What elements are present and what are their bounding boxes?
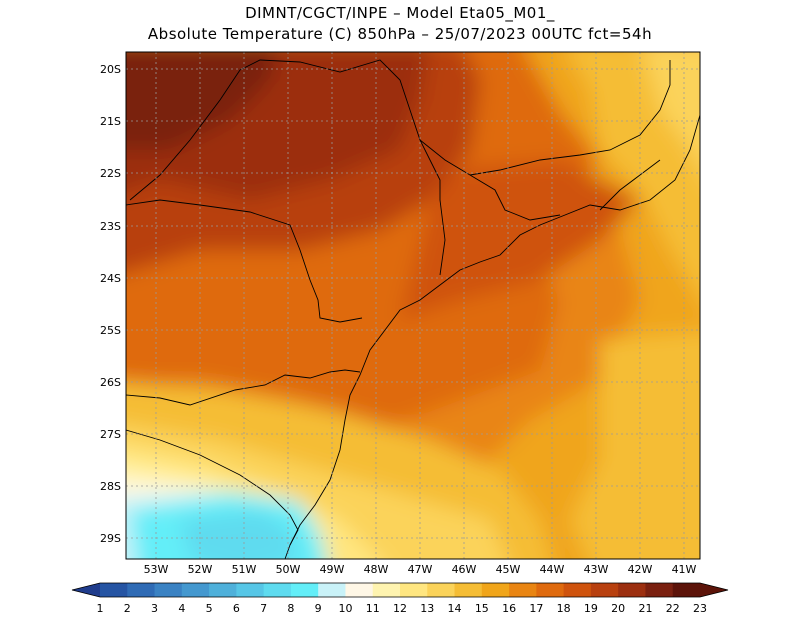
colorbar-swatch: [536, 583, 565, 597]
colorbar-swatch: [590, 583, 619, 597]
lon-label: 50W: [276, 563, 301, 576]
lon-label: 51W: [232, 563, 257, 576]
lon-label: 43W: [584, 563, 609, 576]
colorbar-label: 2: [124, 602, 131, 615]
colorbar-label: 8: [287, 602, 294, 615]
colorbar-swatch: [400, 583, 428, 597]
lon-label: 52W: [188, 563, 213, 576]
lat-label: 21S: [100, 115, 121, 128]
lon-label: 46W: [452, 563, 477, 576]
colorbar-left-arrow: [72, 583, 100, 597]
colorbar-swatch: [509, 583, 537, 597]
colorbar-label: 10: [338, 602, 352, 615]
lat-lon-grid: [126, 52, 700, 559]
map-frame: [125, 51, 701, 560]
colorbar: 1 2 3 4 5 6 7 8 9 10 11 12 13 14 15 16 17 18 19 20 21 22 23: [71, 582, 729, 615]
colorbar-swatch: [100, 583, 128, 597]
colorbar-swatch: [290, 583, 319, 597]
colorbar-label: 23: [693, 602, 707, 615]
colorbar-label: 13: [420, 602, 434, 615]
map-title-line-1: DIMNT/CGCT/INPE – Model Eta05_M01_: [245, 4, 555, 22]
colorbar-swatch: [618, 583, 646, 597]
colorbar-swatch: [345, 583, 374, 597]
colorbar-swatch: [645, 583, 674, 597]
colorbar-swatch: [181, 583, 210, 597]
lon-label: 53W: [144, 563, 169, 576]
colorbar-label: 19: [584, 602, 598, 615]
colorbar-label: 16: [502, 602, 516, 615]
colorbar-label: 15: [475, 602, 489, 615]
colorbar-label: 14: [448, 602, 462, 615]
colorbar-swatch: [563, 583, 592, 597]
lon-label: 41W: [672, 563, 697, 576]
lat-label: 27S: [100, 428, 121, 441]
colorbar-label: 21: [638, 602, 652, 615]
colorbar-swatch: [154, 583, 183, 597]
colorbar-label: 22: [666, 602, 680, 615]
colorbar-swatch: [318, 583, 346, 597]
colorbar-swatch: [672, 583, 701, 597]
longitude-labels: 53W 52W 51W 50W 49W 48W 47W 46W 45W 44W …: [144, 563, 697, 576]
colorbar-swatch: [209, 583, 237, 597]
colorbar-label: 18: [557, 602, 571, 615]
colorbar-label: 4: [178, 602, 185, 615]
colorbar-swatch: [454, 583, 483, 597]
colorbar-label: 5: [206, 602, 213, 615]
colorbar-label: 1: [97, 602, 104, 615]
colorbar-label: 3: [151, 602, 158, 615]
colorbar-swatch: [427, 583, 456, 597]
lat-label: 28S: [100, 480, 121, 493]
colorbar-label: 20: [611, 602, 625, 615]
lat-label: 26S: [100, 376, 121, 389]
colorbar-label: 6: [233, 602, 240, 615]
coastline-and-borders: [126, 59, 700, 559]
lat-label: 24S: [100, 272, 121, 285]
colorbar-label: 9: [315, 602, 322, 615]
colorbar-label: 17: [529, 602, 543, 615]
colorbar-label: 12: [393, 602, 407, 615]
lat-label: 25S: [100, 324, 121, 337]
lon-label: 48W: [364, 563, 389, 576]
colorbar-swatch: [481, 583, 510, 597]
colorbar-outline: [71, 582, 729, 598]
lon-label: 42W: [628, 563, 653, 576]
latitude-labels: 20S 21S 22S 23S 24S 25S 26S 27S 28S 29S: [100, 63, 121, 545]
temperature-field: [126, 52, 700, 559]
lon-label: 49W: [320, 563, 345, 576]
lat-label: 20S: [100, 63, 121, 76]
lat-label: 23S: [100, 220, 121, 233]
map-title-line-2: Absolute Temperature (C) 850hPa – 25/07/…: [147, 25, 653, 43]
lat-label: 29S: [100, 532, 121, 545]
lon-label: 45W: [496, 563, 521, 576]
colorbar-swatch: [263, 583, 292, 597]
colorbar-right-arrow: [700, 583, 728, 597]
colorbar-label: 11: [366, 602, 380, 615]
colorbar-label: 7: [260, 602, 267, 615]
colorbar-swatch: [127, 583, 156, 597]
lon-label: 47W: [408, 563, 433, 576]
colorbar-swatch: [372, 583, 401, 597]
lat-label: 22S: [100, 167, 121, 180]
colorbar-swatch: [236, 583, 265, 597]
lon-label: 44W: [540, 563, 565, 576]
